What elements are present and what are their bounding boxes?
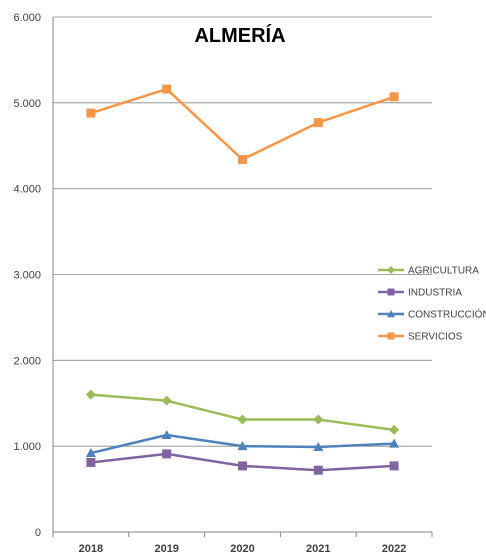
legend-label: INDUSTRIA bbox=[408, 288, 462, 299]
data-point bbox=[161, 395, 172, 406]
legend-label: AGRICULTURA bbox=[408, 266, 479, 277]
series-line bbox=[90, 393, 395, 432]
data-point bbox=[85, 448, 96, 458]
data-point bbox=[387, 288, 395, 296]
y-tick-label: 1.000 bbox=[13, 441, 41, 453]
data-point bbox=[161, 430, 172, 440]
x-tick-label: 2022 bbox=[382, 543, 406, 555]
legend-label: CONSTRUCCIÓN bbox=[408, 308, 486, 321]
series-industria bbox=[86, 449, 399, 475]
legend-label: SERVICIOS bbox=[408, 332, 463, 343]
data-point bbox=[162, 84, 172, 94]
y-tick-label: 3.000 bbox=[13, 270, 41, 282]
series-construcción bbox=[85, 430, 400, 458]
data-point bbox=[387, 310, 395, 318]
series-agricultura bbox=[85, 389, 400, 435]
data-point bbox=[389, 424, 400, 435]
data-point bbox=[389, 438, 400, 448]
x-tick-label: 2018 bbox=[79, 543, 103, 555]
legend-item: CONSTRUCCIÓN bbox=[378, 308, 486, 321]
x-tick-label: 2020 bbox=[230, 543, 254, 555]
y-tick-label: 4.000 bbox=[13, 184, 41, 196]
data-point bbox=[238, 154, 247, 164]
data-point bbox=[389, 461, 399, 471]
x-tick-label: 2019 bbox=[154, 543, 178, 555]
data-point bbox=[313, 442, 324, 452]
y-tick-label: 2.000 bbox=[13, 355, 41, 367]
data-point bbox=[85, 389, 96, 400]
y-tick-label: 0 bbox=[35, 527, 41, 539]
legend-item: INDUSTRIA bbox=[378, 288, 462, 299]
y-tick-label: 5.000 bbox=[13, 98, 41, 110]
data-point bbox=[238, 461, 247, 471]
data-point bbox=[86, 457, 96, 467]
data-point bbox=[313, 465, 323, 475]
data-point bbox=[86, 108, 96, 118]
data-point bbox=[237, 414, 248, 425]
chart-title: ALMERÍA bbox=[194, 24, 285, 47]
legend-item: SERVICIOS bbox=[378, 332, 463, 343]
data-point bbox=[237, 441, 248, 451]
series-servicios bbox=[86, 84, 399, 164]
y-tick-label: 6.000 bbox=[13, 12, 41, 24]
data-point bbox=[389, 92, 399, 102]
data-point bbox=[387, 266, 395, 274]
data-point bbox=[313, 414, 324, 425]
data-point bbox=[162, 449, 172, 459]
legend-item: AGRICULTURA bbox=[378, 266, 479, 277]
series-line bbox=[90, 87, 395, 161]
data-point bbox=[313, 118, 323, 128]
x-tick-label: 2021 bbox=[306, 543, 330, 555]
data-point bbox=[387, 332, 395, 340]
